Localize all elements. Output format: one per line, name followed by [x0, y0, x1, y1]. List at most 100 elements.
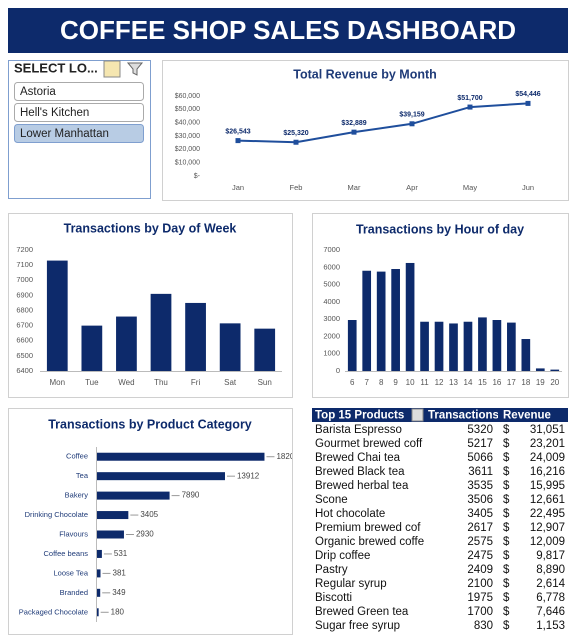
currency: $: [503, 564, 510, 576]
point-marker: [293, 139, 299, 145]
bar: [97, 608, 99, 617]
x-tick-label: 16: [492, 378, 501, 387]
y-tick-label: $20,000: [175, 146, 200, 153]
x-tick-label: 10: [406, 378, 415, 387]
transactions: 2617: [467, 522, 493, 534]
data-label: 3405: [140, 510, 158, 519]
bar: [449, 323, 458, 371]
table-header: Top 15 Products: [315, 410, 404, 422]
product-name: Hot chocolate: [315, 508, 385, 520]
bar: [550, 369, 560, 371]
x-tick-label: Thu: [154, 378, 168, 387]
x-tick-label: Tue: [85, 378, 99, 387]
y-tick-label: Loose Tea: [54, 568, 89, 577]
transactions: 3506: [467, 494, 493, 506]
transactions: 2100: [467, 578, 493, 590]
y-tick-label: 3000: [323, 314, 340, 323]
x-tick-label: 8: [379, 378, 384, 387]
y-tick-label: 4000: [323, 297, 340, 306]
bar: [219, 323, 241, 371]
bar: [507, 322, 516, 371]
revenue: 22,495: [530, 508, 565, 520]
slicer-item[interactable]: [14, 103, 144, 122]
revenue: 6,778: [536, 592, 565, 604]
revenue: 31,051: [530, 424, 565, 436]
revenue: 1,153: [536, 620, 565, 632]
data-label: $39,159: [399, 112, 424, 119]
currency: $: [503, 550, 510, 562]
clear-filter-icon[interactable]: [126, 62, 144, 76]
bar: [97, 511, 129, 520]
product-name: Gourmet brewed coff: [315, 438, 423, 450]
y-tick-label: 6600: [16, 336, 33, 345]
bar: [362, 270, 372, 371]
x-tick-label: 17: [507, 378, 516, 387]
y-tick-label: 5000: [323, 280, 340, 289]
data-label: 180: [111, 607, 125, 616]
currency: $: [503, 522, 510, 534]
x-tick-label: 12: [435, 378, 444, 387]
header-title: COFFEE SHOP SALES DASHBOARD: [60, 15, 516, 45]
y-tick-label: Tea: [76, 471, 89, 480]
bar: [463, 321, 473, 371]
data-label: $25,320: [283, 130, 308, 137]
x-tick-label: Wed: [118, 378, 134, 387]
bar: [97, 588, 101, 597]
data-label: 18204: [276, 452, 299, 461]
point-marker: [467, 104, 473, 110]
revenue: 15,995: [530, 480, 565, 492]
revenue: 8,890: [536, 564, 565, 576]
revenue: 12,009: [530, 536, 565, 548]
x-tick-label: 19: [536, 378, 545, 387]
y-tick-label: $50,000: [175, 106, 200, 113]
y-tick-label: $-: [194, 173, 201, 180]
slicer-item[interactable]: [14, 124, 144, 143]
data-label: $26,543: [225, 128, 250, 135]
revenue: 24,009: [530, 452, 565, 464]
slicer-item-label[interactable]: Hell's Kitchen: [20, 107, 89, 119]
data-label: 13912: [237, 471, 260, 480]
y-tick-label: Flavours: [59, 529, 88, 538]
y-tick-label: 6500: [16, 351, 33, 360]
currency: $: [503, 480, 510, 492]
transactions: 3535: [467, 480, 493, 492]
revenue: 12,661: [530, 494, 565, 506]
slicer-item-label[interactable]: Astoria: [20, 86, 56, 98]
x-tick-label: 18: [521, 378, 530, 387]
product-name: Brewed herbal tea: [315, 480, 409, 492]
table-header: Revenue: [503, 410, 551, 422]
data-label: $32,889: [341, 120, 366, 127]
x-tick-label: 13: [449, 378, 458, 387]
currency: $: [503, 466, 510, 478]
y-tick-label: Packaged Chocolate: [19, 607, 88, 616]
name-column: Top 15 Products Barista Espresso Gourmet b…: [315, 410, 424, 633]
transactions: 5217: [467, 438, 493, 450]
filter-button[interactable]: [411, 408, 424, 422]
revenue: 23,201: [530, 438, 565, 450]
x-tick-label: Jun: [522, 183, 534, 192]
y-tick-label: $60,000: [175, 93, 200, 100]
transactions: 1700: [467, 606, 493, 618]
bar: [391, 269, 400, 371]
product-name: Organic brewed coffe: [315, 536, 424, 548]
y-tick-label: 7000: [323, 245, 340, 254]
y-tick-label: 2000: [323, 331, 340, 340]
currency: $: [503, 494, 510, 506]
data-label: 531: [114, 549, 128, 558]
product-name: Pastry: [315, 564, 348, 576]
currency: $: [503, 536, 510, 548]
bar: [185, 302, 206, 371]
y-tick-label: 1000: [323, 349, 340, 358]
product-name: Barista Espresso: [315, 424, 402, 436]
transactions: 1975: [467, 592, 493, 604]
bar: [521, 339, 531, 371]
slicer-item[interactable]: [14, 82, 144, 101]
x-tick-label: Mar: [348, 183, 361, 192]
bar: [97, 452, 265, 461]
slicer-item-label[interactable]: Lower Manhattan: [20, 128, 109, 140]
product-name: Sugar free syrup: [315, 620, 400, 632]
multi-select-icon[interactable]: [103, 60, 121, 78]
data-label: 349: [112, 588, 126, 597]
y-tick-label: 0: [336, 366, 340, 375]
bar: [405, 262, 415, 371]
